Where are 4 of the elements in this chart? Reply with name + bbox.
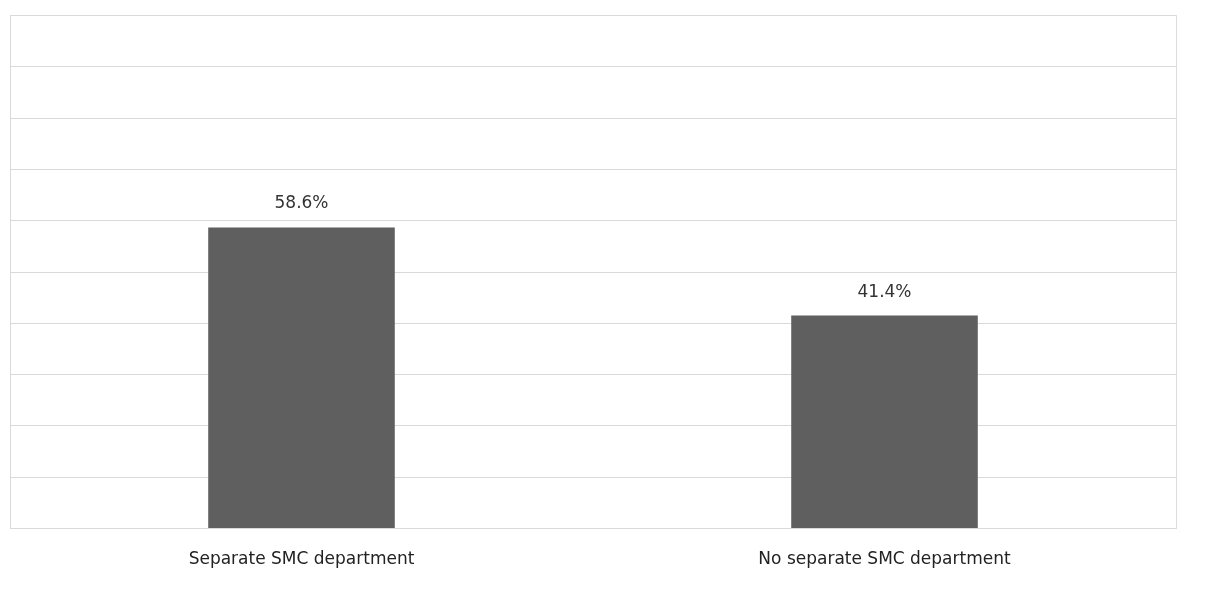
data-label: 58.6%	[274, 192, 329, 213]
x-tick-label: No separate SMC department	[758, 547, 1011, 568]
x-tick-label: Separate SMC department	[188, 547, 415, 568]
data-label: 41.4%	[857, 280, 912, 301]
